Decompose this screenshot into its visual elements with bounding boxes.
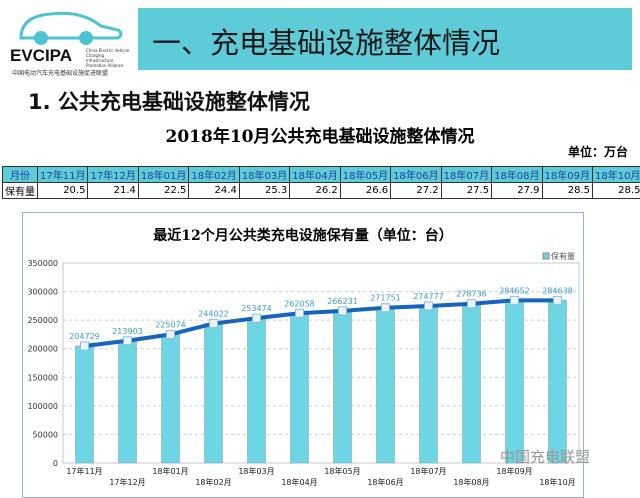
x-tick-label: 18年05月 bbox=[324, 466, 360, 476]
table-header-cell: 18年06月 bbox=[390, 166, 442, 183]
page-title: 一、充电基础设施整体情况 bbox=[152, 26, 501, 60]
bar bbox=[118, 340, 137, 464]
table-header-cell: 18年08月 bbox=[491, 166, 543, 183]
evcipa-logo: EVCIPA China Electric Vehicle Charging I… bbox=[6, 6, 132, 77]
series-line bbox=[84, 298, 558, 348]
line-marker bbox=[123, 336, 132, 346]
x-tick-label: 17年11月 bbox=[66, 466, 102, 476]
line-marker bbox=[252, 313, 261, 323]
x-tick-label: 18年04月 bbox=[281, 477, 317, 487]
car-plug-icon bbox=[19, 11, 123, 45]
table-cell: 27.9 bbox=[491, 182, 543, 199]
data-label: 225074 bbox=[155, 320, 186, 329]
y-tick-label: 250000 bbox=[27, 316, 58, 325]
data-label: 204729 bbox=[69, 332, 100, 341]
data-label: 271751 bbox=[370, 294, 401, 303]
table-cell: 20.5 bbox=[36, 182, 89, 199]
table-cell: 22.5 bbox=[137, 182, 190, 199]
table-cell: 保有量 bbox=[2, 182, 38, 199]
table-header-cell: 17年11月 bbox=[36, 166, 89, 183]
data-label: 244022 bbox=[198, 310, 229, 319]
x-tick-label: 18年03月 bbox=[238, 466, 274, 476]
data-label: 262058 bbox=[284, 299, 315, 308]
line-marker bbox=[80, 341, 89, 351]
table-unit: 单位：万台 bbox=[567, 145, 628, 159]
line-marker bbox=[166, 329, 175, 339]
y-tick-label: 100000 bbox=[27, 402, 58, 411]
data-label: 266231 bbox=[327, 297, 358, 306]
y-tick-label: 0 bbox=[53, 459, 58, 468]
section-title: 1. 公共充电基础设施整体情况 bbox=[28, 90, 310, 114]
table-cell: 24.4 bbox=[188, 182, 240, 199]
x-tick-label: 18年06月 bbox=[367, 477, 403, 487]
y-tick-label: 350000 bbox=[27, 259, 58, 268]
table-cell: 26.6 bbox=[339, 182, 392, 199]
line-marker bbox=[553, 295, 562, 305]
chart-title: 最近12个月公共类充电设施保有量（单位：台） bbox=[153, 228, 453, 244]
data-label: 278736 bbox=[456, 290, 487, 299]
table-header-cell: 18年04月 bbox=[289, 166, 341, 183]
header-band: 一、充电基础设施整体情况 bbox=[138, 8, 632, 70]
table-header-cell: 18年09月 bbox=[541, 166, 593, 183]
table-cell: 25.3 bbox=[238, 182, 291, 199]
bar bbox=[247, 317, 266, 464]
chart: 最近12个月公共类充电设施保有量（单位：台） 0 50000 100000 15000… bbox=[22, 212, 584, 498]
x-tick-label: 18年10月 bbox=[539, 477, 575, 487]
data-label: 213903 bbox=[112, 327, 143, 336]
line-marker bbox=[381, 303, 390, 313]
y-tick-label: 150000 bbox=[27, 373, 58, 382]
line-marker bbox=[510, 295, 519, 305]
legend-swatch bbox=[542, 252, 550, 260]
line-marker bbox=[338, 306, 347, 316]
table-cell: 28.5 bbox=[591, 182, 640, 199]
table-cell: 26.2 bbox=[289, 182, 341, 199]
y-tick-label: 200000 bbox=[27, 345, 58, 354]
bar bbox=[548, 300, 567, 464]
table-header-cell: 18年07月 bbox=[440, 166, 493, 183]
bar bbox=[462, 303, 481, 464]
data-label: 284652 bbox=[499, 286, 530, 295]
x-tick-label: 18年08月 bbox=[453, 477, 489, 487]
table-title: 2018年10月公共充电基础设施整体情况 bbox=[165, 127, 475, 147]
bar bbox=[419, 305, 438, 464]
bar bbox=[161, 334, 180, 464]
data-table: 月份 17年11月 17年12月 18年01月 18年02月 18年03月 18年04月 18… bbox=[2, 166, 640, 199]
x-tick-label: 18年02月 bbox=[195, 477, 231, 487]
table-cell: 27.2 bbox=[390, 182, 442, 199]
table-cell: 28.5 bbox=[541, 182, 593, 199]
x-tick-label: 18年01月 bbox=[152, 466, 188, 476]
x-tick-label: 18年07月 bbox=[410, 466, 446, 476]
data-label: 284638 bbox=[542, 286, 573, 295]
bar bbox=[376, 307, 395, 464]
legend-label: 保有量 bbox=[551, 251, 575, 261]
table-header-cell: 18年01月 bbox=[137, 166, 190, 183]
table-header-cell: 17年12月 bbox=[87, 166, 139, 183]
y-tick-label: 50000 bbox=[33, 430, 58, 439]
y-tick-label: 300000 bbox=[27, 288, 58, 297]
bar bbox=[204, 323, 223, 464]
bar bbox=[75, 345, 94, 464]
line-marker bbox=[209, 319, 218, 329]
bar bbox=[290, 312, 309, 464]
watermark: 中国充电联盟 bbox=[500, 448, 591, 466]
data-label: 253474 bbox=[241, 304, 272, 313]
data-label: 274777 bbox=[413, 292, 444, 301]
x-tick-label: 17年12月 bbox=[109, 477, 145, 487]
table-header-cell: 18年10月 bbox=[591, 166, 640, 183]
table-cell: 21.4 bbox=[87, 182, 139, 199]
table-header-cell: 18年02月 bbox=[188, 166, 240, 183]
line-marker bbox=[424, 301, 433, 311]
bar bbox=[333, 310, 352, 464]
table-header-cell: 18年05月 bbox=[339, 166, 392, 183]
bar bbox=[505, 300, 524, 464]
table-header-cell: 月份 bbox=[2, 166, 38, 183]
x-tick-label: 18年09月 bbox=[496, 466, 532, 476]
line-marker bbox=[467, 299, 476, 309]
table-header-cell: 18年03月 bbox=[238, 166, 291, 183]
table-cell: 27.5 bbox=[440, 182, 493, 199]
line-marker bbox=[295, 308, 304, 318]
